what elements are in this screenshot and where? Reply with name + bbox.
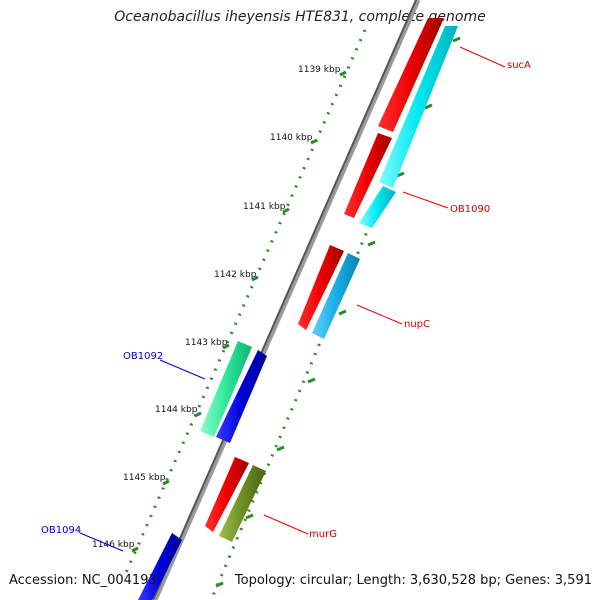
gene-sucA-red[interactable] (378, 18, 444, 132)
gene-OB1090-cyan[interactable] (359, 186, 396, 228)
tick-label-1142: 1142 kbp (214, 270, 257, 280)
tick-label-1139: 1139 kbp (298, 65, 341, 75)
gene-callouts (79, 46, 506, 552)
tick-label-1145: 1145 kbp (123, 473, 166, 483)
gene-nupC-blue[interactable] (312, 253, 360, 339)
gene-label-nupC[interactable]: nupC (404, 319, 430, 330)
forward-strand-features (138, 18, 458, 600)
gene-label-OB1094[interactable]: OB1094 (41, 525, 81, 536)
tick-label-1144: 1144 kbp (155, 405, 198, 415)
callout-OB1092 (159, 359, 206, 380)
callout-OB1090 (402, 191, 449, 209)
topology-text: Topology: circular; Length: 3,630,528 bp… (234, 573, 592, 588)
gene-OB1092-green[interactable] (200, 341, 252, 437)
tick-label-1140: 1140 kbp (270, 133, 313, 143)
gene-murG-red[interactable] (205, 457, 249, 532)
callout-OB1094 (79, 532, 124, 552)
callout-sucA (459, 46, 506, 68)
gene-labels: sucA OB1090 nupC OB1092 murG OB1094 (41, 60, 531, 540)
gene-label-OB1090[interactable]: OB1090 (450, 204, 490, 215)
ruler: 1139 kbp 1140 kbp 1141 kbp 1142 kbp 1143… (92, 29, 461, 599)
gene-OB1092-blue[interactable] (216, 350, 267, 443)
gene-nupC-red[interactable] (298, 245, 344, 330)
callout-nupC (356, 304, 403, 325)
accession-text: Accession: NC_004193 (9, 573, 157, 588)
gene-OB1090-red[interactable] (344, 133, 392, 218)
gene-murG-olive[interactable] (219, 465, 266, 542)
gene-OB1094-blue[interactable] (138, 533, 182, 600)
genome-title: Oceanobacillus iheyensis HTE831, complet… (114, 9, 486, 25)
gene-sucA-cyan[interactable] (379, 26, 458, 188)
tick-label-1146: 1146 kbp (92, 540, 135, 550)
genome-backbone (152, 0, 421, 600)
gene-label-OB1092[interactable]: OB1092 (123, 351, 163, 362)
tick-label-1141: 1141 kbp (243, 202, 286, 212)
ruler-major-ticks (131, 70, 347, 553)
tick-label-1143: 1143 kbp (185, 338, 228, 348)
callout-murG (263, 514, 309, 535)
gene-label-sucA[interactable]: sucA (507, 60, 531, 71)
gene-label-murG[interactable]: murG (309, 529, 337, 540)
ruler-outer-ticks (215, 36, 461, 588)
